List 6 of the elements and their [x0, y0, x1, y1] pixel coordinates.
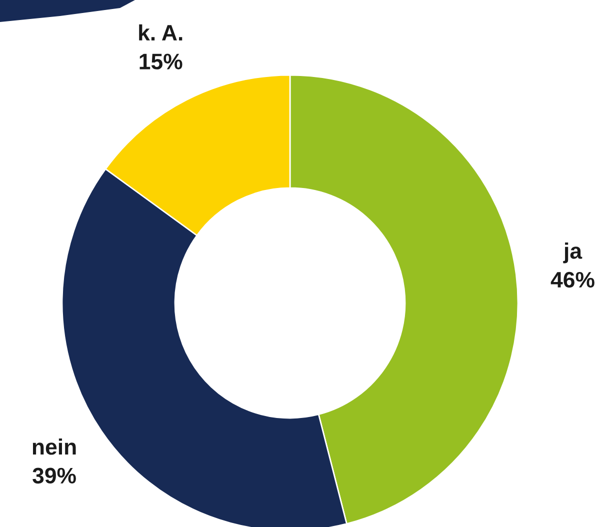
- data-label: 15%: [140, 54, 182, 70]
- data-label: 39%: [32, 468, 76, 484]
- slice-label: k. A.: [139, 24, 182, 40]
- slice-label: nein: [32, 438, 76, 455]
- data-label: 46%: [550, 272, 594, 288]
- slice-label: ja: [563, 242, 582, 264]
